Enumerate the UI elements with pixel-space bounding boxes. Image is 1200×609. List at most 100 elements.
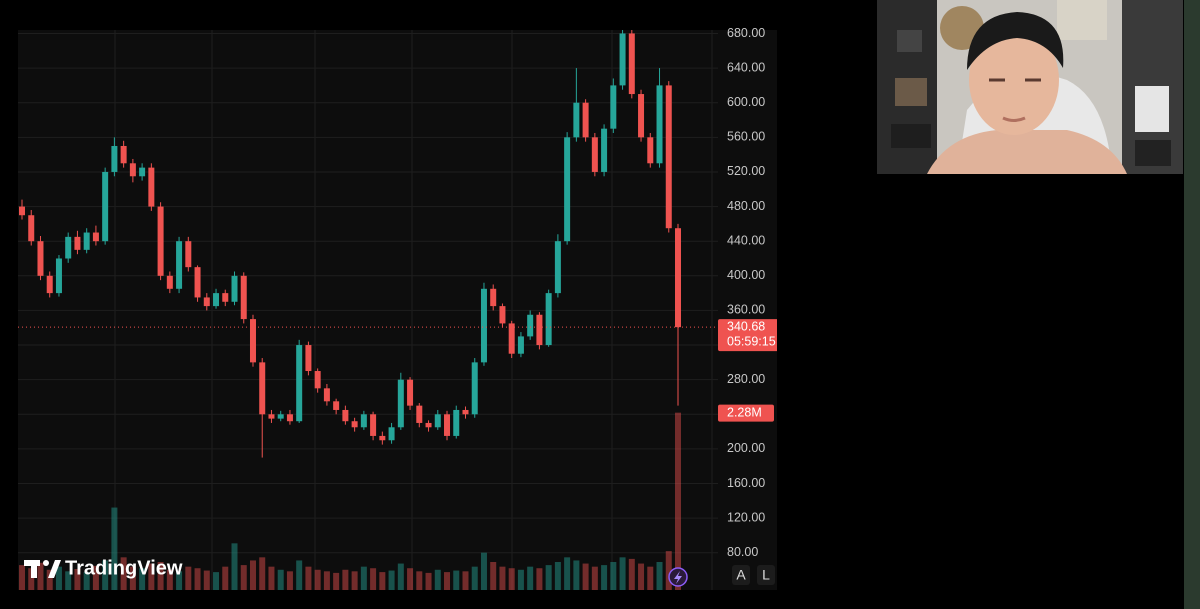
shoulders (927, 130, 1127, 174)
candle-body (333, 401, 340, 410)
y-tick-label: 280.00 (727, 372, 765, 386)
candle-body (286, 414, 293, 422)
candle-body (619, 33, 626, 86)
figure (895, 78, 927, 106)
volume-bar (92, 565, 99, 590)
box (1135, 86, 1169, 132)
candle-body (508, 323, 515, 354)
candle-body (37, 241, 44, 276)
volume-bar (166, 569, 173, 590)
watermark: TradingView (24, 557, 183, 579)
candle-body (554, 241, 561, 294)
volume-label: 2.28M (727, 405, 762, 419)
volume-bar (453, 570, 460, 590)
y-tick-label: 520.00 (727, 164, 765, 178)
candle-body (157, 206, 164, 276)
volume-bar (425, 572, 432, 590)
volume-bar (490, 562, 497, 590)
candle-body (638, 94, 645, 138)
countdown-label: 05:59:15 (727, 334, 776, 348)
candle-body (471, 362, 478, 415)
candle-body (166, 275, 173, 289)
candle-body (231, 275, 238, 302)
candle-body (675, 228, 681, 328)
volume-bar (416, 571, 423, 590)
candle-body (582, 102, 589, 138)
poster (1057, 0, 1107, 40)
auto-button[interactable]: A (736, 567, 746, 583)
volume-bar (360, 566, 367, 590)
candle-body (397, 379, 404, 428)
volume-layer (19, 412, 681, 590)
log-button[interactable]: L (762, 567, 770, 583)
volume-bar (342, 569, 349, 590)
candle-body (370, 414, 377, 436)
volume-bar (157, 562, 164, 590)
chart: 80.00120.00160.00200.00240.00280.00320.0… (18, 26, 777, 590)
volume-bar (231, 543, 238, 590)
volume-bar (240, 565, 247, 590)
button-frame[interactable] (757, 565, 775, 585)
candle-body (305, 345, 312, 372)
y-tick-label: 400.00 (727, 268, 765, 282)
volume-bar (305, 566, 312, 590)
candle-body (65, 236, 72, 259)
candle-body (148, 167, 155, 207)
candle-body (499, 306, 506, 324)
candle-body (444, 414, 451, 436)
candle-body (342, 409, 349, 422)
candle-body (28, 215, 35, 242)
candle-body (203, 297, 210, 307)
volume-bar (37, 562, 44, 590)
candle-body (573, 102, 580, 138)
volume-bar (111, 507, 118, 590)
y-tick-label: 680.00 (727, 26, 765, 40)
volume-label-box (718, 404, 774, 422)
volume-bar (120, 557, 127, 590)
candle-body (628, 33, 635, 95)
volume-bar (194, 568, 201, 590)
volume-bar (471, 566, 478, 590)
volume-bar (268, 566, 275, 590)
volume-bar (102, 560, 109, 590)
volume-bar (259, 557, 266, 590)
volume-bar (591, 566, 598, 590)
volume-bar (333, 572, 340, 590)
y-tick-label: 440.00 (727, 233, 765, 247)
candle-body (139, 167, 146, 177)
volume-bar (323, 571, 330, 590)
volume-bar (573, 560, 580, 590)
webcam-feed (877, 0, 1183, 174)
volume-bar (148, 563, 155, 590)
logo-part (48, 560, 61, 578)
volume-bar (83, 572, 90, 590)
volume-bar (545, 565, 552, 590)
books (891, 124, 931, 148)
last-price-label: 340.68 (727, 319, 765, 333)
button-frame[interactable] (732, 565, 750, 585)
candle-body (527, 314, 534, 337)
candle-body (240, 275, 247, 320)
volume-bar (665, 551, 672, 590)
volume-bar (601, 565, 608, 590)
candle-body (213, 293, 220, 307)
candle-body (656, 85, 663, 164)
volume-bar (397, 563, 404, 590)
candle-body (259, 362, 266, 415)
candle-body (46, 275, 53, 294)
axis-layer: 80.00120.00160.00200.00240.00280.00320.0… (18, 26, 777, 559)
candle-body (55, 258, 62, 294)
mouth (1002, 116, 1026, 122)
volume-bar (407, 568, 414, 590)
candle-body (536, 314, 543, 346)
last-price-box (718, 319, 777, 352)
volume-bar (46, 569, 53, 590)
candle-body (545, 293, 552, 346)
volume-bar (351, 571, 358, 590)
volume-bar (610, 562, 617, 590)
candle-body (416, 405, 423, 423)
volume-bar (65, 571, 72, 590)
volume-bar (19, 565, 25, 590)
y-tick-label: 160.00 (727, 476, 765, 490)
